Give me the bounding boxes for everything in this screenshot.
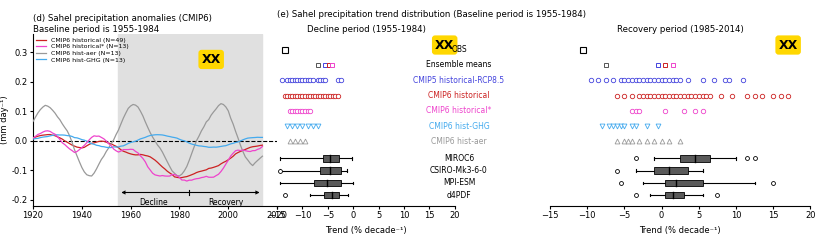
Text: CMIP5 historical-RCP8.5: CMIP5 historical-RCP8.5 [414,76,504,85]
Text: XX: XX [778,38,798,51]
X-axis label: Trend (% decade⁻¹): Trend (% decade⁻¹) [325,226,407,235]
Text: XX: XX [435,38,454,51]
Text: CMIP6 historical: CMIP6 historical [428,91,490,100]
Bar [680,155,710,161]
Bar [665,180,703,186]
Text: CSIRO-Mk3-6-0: CSIRO-Mk3-6-0 [430,166,488,175]
Title: Recovery period (1985-2014): Recovery period (1985-2014) [617,24,743,34]
Bar [313,180,341,186]
Text: CMIP6 hist-GHG: CMIP6 hist-GHG [428,122,490,131]
Bar [118,34,262,206]
Text: XX: XX [202,53,221,66]
Legend: CMIP6 historical (N=49), CMIP6 historical* (N=13), CMIP6 hist-aer (N=13), CMIP6 : CMIP6 historical (N=49), CMIP6 historica… [36,37,128,63]
Bar [320,167,341,174]
Text: Decline: Decline [140,198,168,207]
Bar [323,155,339,161]
Text: CMIP6 historical*: CMIP6 historical* [426,106,492,115]
Text: (d) Sahel precipitation anomalies (CMIP6)
Baseline period is 1955-1984: (d) Sahel precipitation anomalies (CMIP6… [33,14,212,34]
X-axis label: Trend (% decade⁻¹): Trend (% decade⁻¹) [639,226,721,235]
Text: Ensemble means: Ensemble means [426,61,492,69]
Bar [324,192,339,198]
Text: Recovery: Recovery [208,198,243,207]
Text: (e) Sahel precipitation trend distribution (Baseline period is 1955-1984): (e) Sahel precipitation trend distributi… [277,10,586,19]
Y-axis label: (mm day⁻¹): (mm day⁻¹) [0,96,8,144]
Text: d4PDF: d4PDF [447,191,471,200]
Text: CMIP6 hist-aer: CMIP6 hist-aer [431,137,487,146]
Text: MIROC6: MIROC6 [444,154,474,163]
Bar [654,167,688,174]
Bar [665,192,684,198]
Title: Decline period (1955-1984): Decline period (1955-1984) [307,24,425,34]
Text: MPI-ESM: MPI-ESM [442,178,476,187]
Text: OBS: OBS [452,45,466,54]
